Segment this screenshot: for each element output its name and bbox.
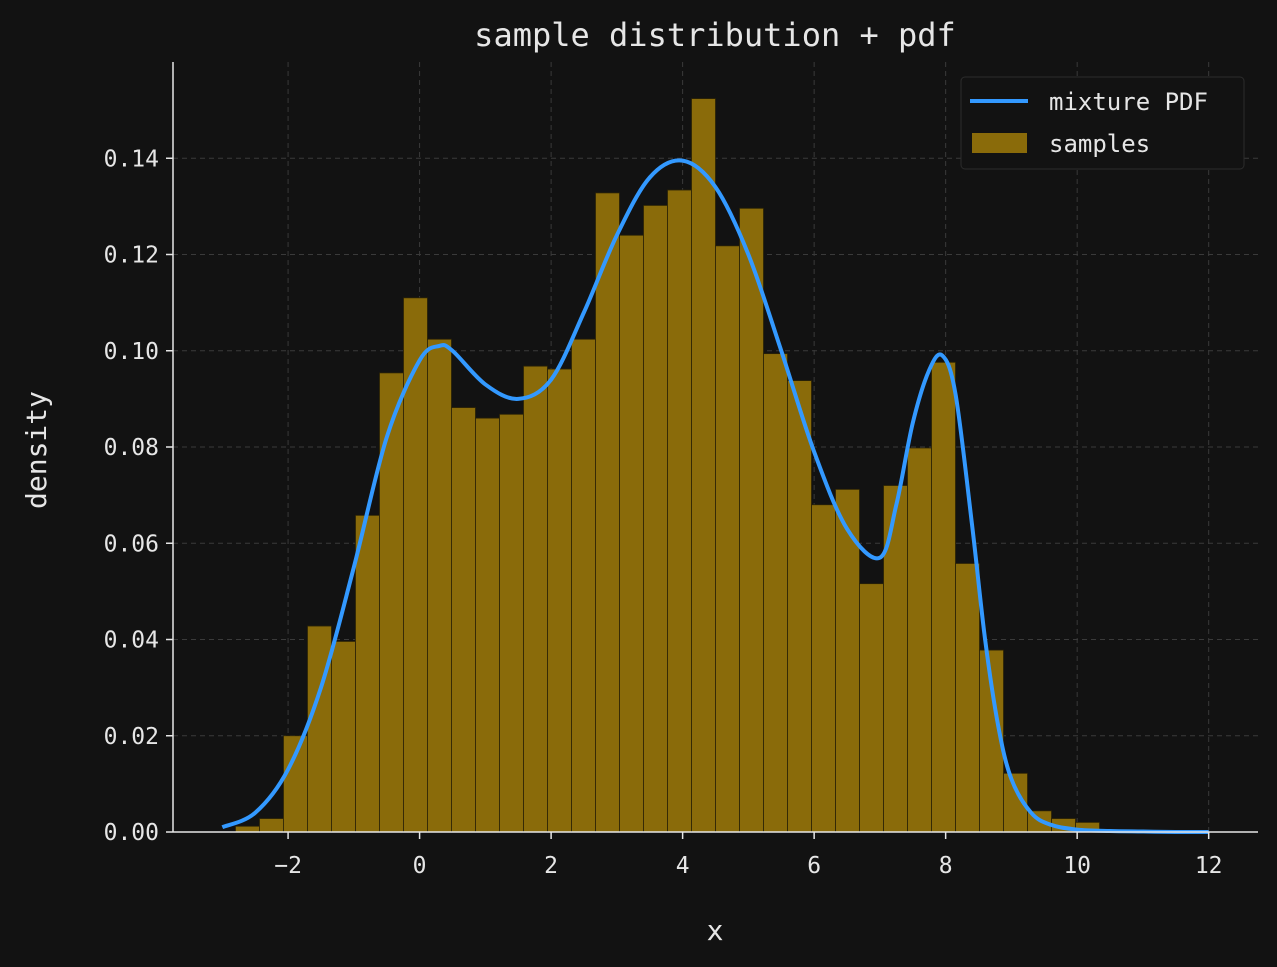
histogram-bar: [259, 818, 284, 833]
histogram-bar: [691, 98, 716, 833]
histogram-bar: [763, 353, 788, 833]
histogram-bar: [331, 641, 356, 833]
histogram-bars: [235, 98, 1100, 833]
histogram-bar: [619, 234, 644, 833]
x-tick-label: 6: [807, 853, 821, 879]
y-tick-label: 0.10: [104, 339, 159, 365]
histogram-bar: [595, 192, 620, 833]
histogram-bar: [955, 563, 980, 833]
histogram-bar: [547, 368, 572, 833]
x-tick-label: 0: [413, 853, 427, 879]
histogram-bar: [739, 207, 764, 833]
histogram-bar: [715, 245, 740, 833]
histogram-bar: [475, 417, 500, 833]
histogram-bar: [523, 365, 548, 833]
y-tick-label: 0.04: [104, 628, 159, 654]
histogram-bar: [499, 413, 524, 833]
histogram-bar: [907, 447, 932, 833]
y-axis-label: density: [20, 391, 53, 509]
histogram-bar: [787, 380, 812, 833]
legend-box: [960, 76, 1245, 170]
x-tick-label: 10: [1063, 853, 1091, 879]
x-tick-label: 2: [544, 853, 558, 879]
legend: mixture PDF samples: [960, 76, 1245, 170]
x-axis-label: x: [707, 914, 724, 947]
histogram-bar: [571, 338, 596, 833]
histogram-bar: [643, 205, 668, 833]
histogram-bar: [811, 504, 836, 833]
histogram-bar: [307, 625, 332, 833]
histogram-bar: [427, 338, 452, 833]
x-tick-label: −2: [274, 853, 302, 879]
histogram-bar: [859, 583, 884, 833]
y-axis-ticks: 0.00 0.02 0.04 0.06 0.08 0.10 0.12 0.14: [104, 146, 173, 846]
histogram-bar: [883, 485, 908, 833]
histogram-bar: [667, 189, 692, 833]
x-axis-ticks: −2 0 2 4 6 8 10 12: [274, 832, 1223, 879]
y-tick-label: 0.08: [104, 435, 159, 461]
legend-pdf-label: mixture PDF: [1049, 88, 1208, 116]
legend-samples-label: samples: [1049, 130, 1150, 158]
histogram-bar: [355, 514, 380, 833]
x-tick-label: 4: [676, 853, 690, 879]
y-tick-label: 0.14: [104, 146, 159, 172]
chart-title: sample distribution + pdf: [474, 16, 956, 54]
y-tick-label: 0.00: [104, 820, 159, 846]
legend-samples-swatch: [972, 133, 1027, 153]
y-tick-label: 0.06: [104, 531, 159, 557]
histogram-bar: [451, 407, 476, 833]
x-tick-label: 8: [939, 853, 953, 879]
y-tick-label: 0.12: [104, 243, 159, 269]
histogram-bar: [403, 297, 428, 833]
y-tick-label: 0.02: [104, 724, 159, 750]
histogram-bar: [235, 825, 260, 833]
histogram-bar: [931, 361, 956, 833]
histogram-bar: [379, 372, 404, 833]
pdf-line: [221, 158, 1209, 835]
x-tick-label: 12: [1195, 853, 1223, 879]
